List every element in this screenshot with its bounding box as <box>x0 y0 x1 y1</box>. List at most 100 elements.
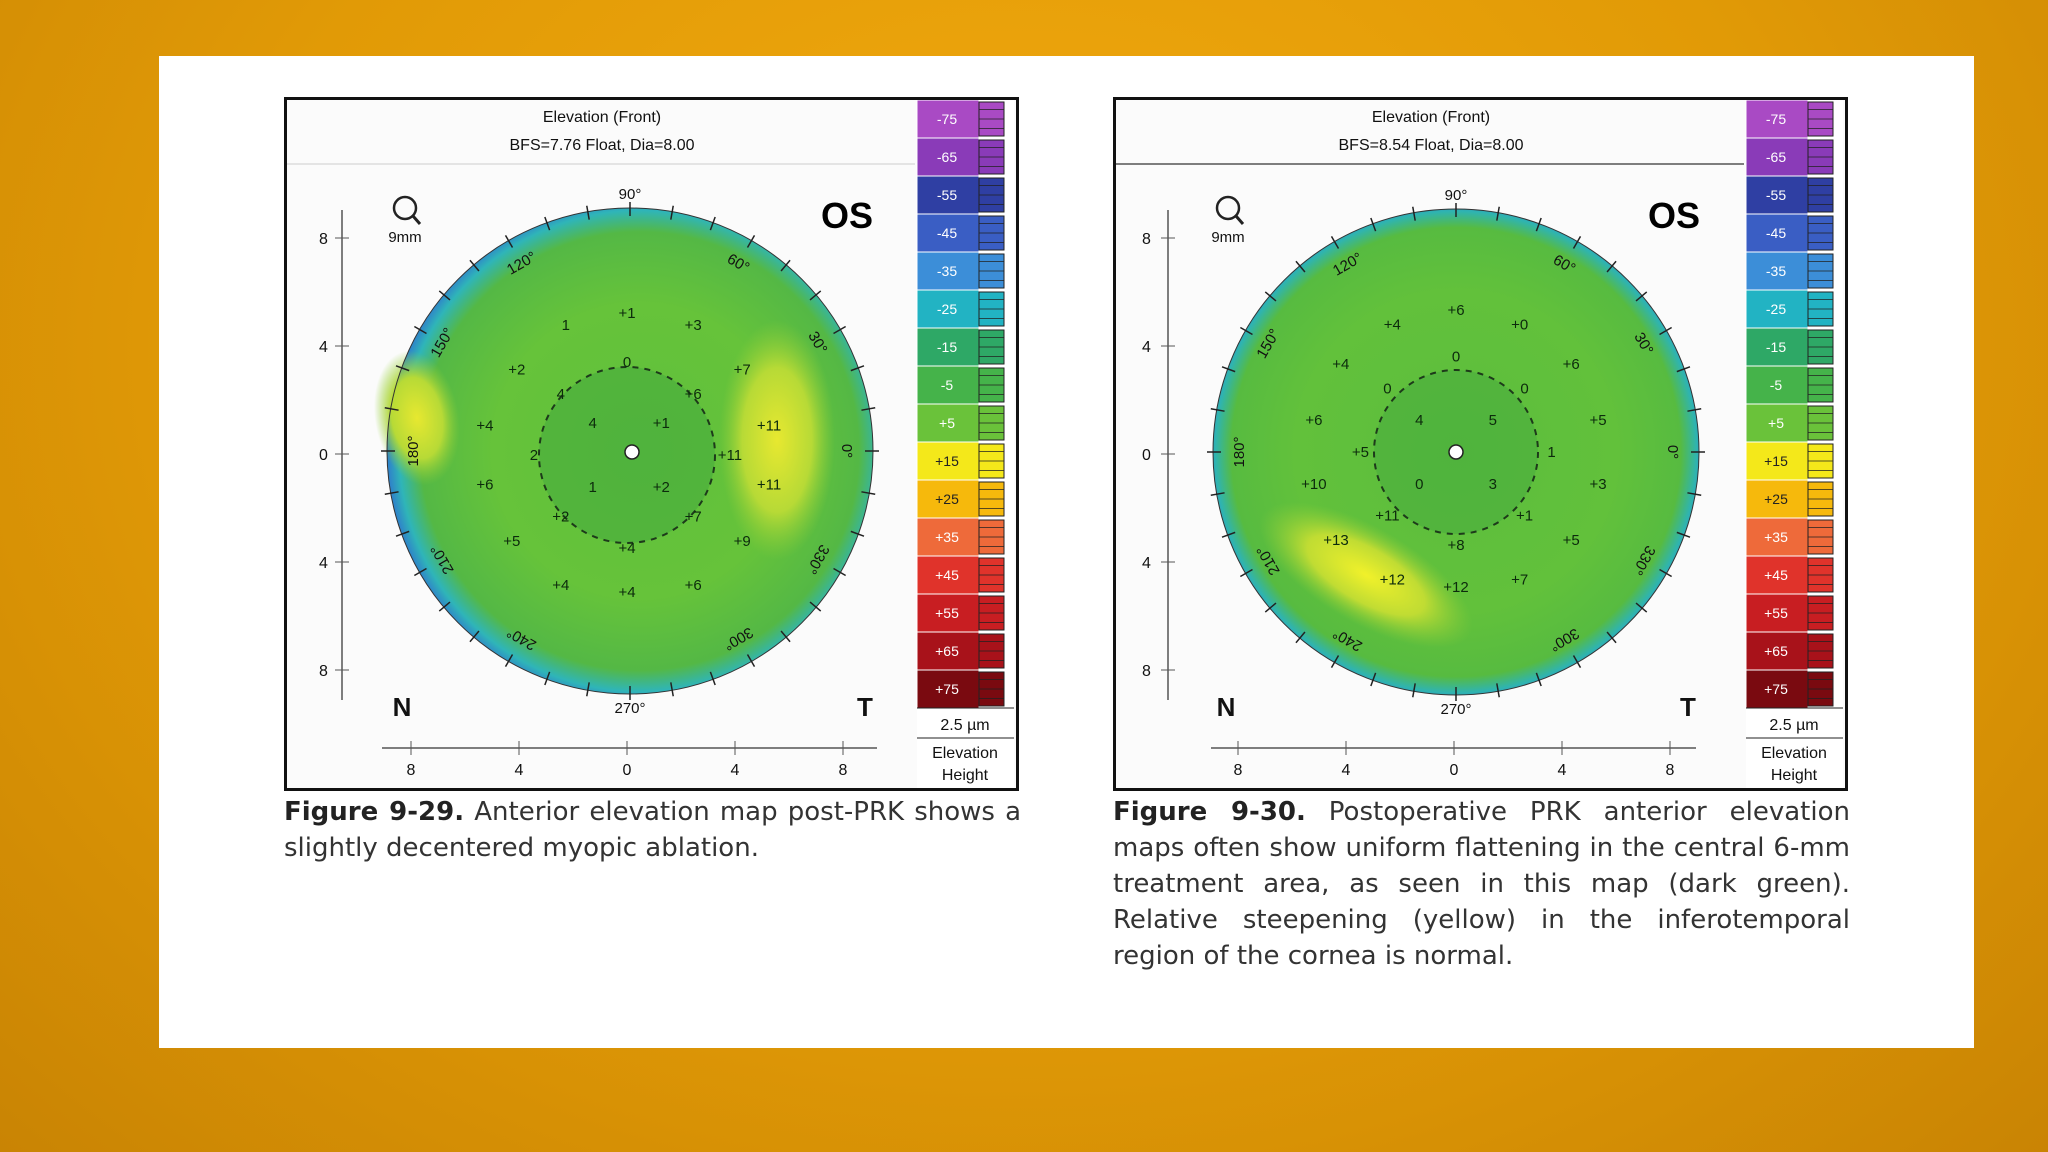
elevation-value: +9 <box>734 533 751 550</box>
angle-label: 270° <box>1440 701 1471 718</box>
elevation-map-figure-9-29: Elevation (Front) BFS=7.76 Float, Dia=8.… <box>284 97 1019 791</box>
rim-tick <box>469 259 480 272</box>
elevation-value: +11 <box>1375 508 1399 525</box>
rim-tick <box>1606 631 1617 644</box>
scale-value: +25 <box>1764 491 1788 507</box>
scale-swatch <box>1745 327 1809 367</box>
rim-tick <box>1221 531 1236 538</box>
elevation-value: 0 <box>1520 380 1528 397</box>
magnifier-icon[interactable]: 9mm <box>388 195 422 246</box>
angle-label: 90° <box>619 186 642 203</box>
elevation-map-svg: Elevation (Front) BFS=7.76 Float, Dia=8.… <box>287 100 1014 788</box>
scale-label: Elevation <box>1761 745 1827 762</box>
scale-swatch <box>1745 593 1809 633</box>
map-title: Elevation (Front) <box>543 109 661 126</box>
rim-tick <box>544 216 551 231</box>
rim-tick <box>861 491 876 495</box>
scale-value: +35 <box>1764 529 1788 545</box>
rim-tick <box>1295 260 1306 273</box>
elevation-value: +2 <box>508 361 525 378</box>
scale-value: -55 <box>1766 187 1786 203</box>
rim-tick <box>1210 492 1225 496</box>
eye-label: OS <box>1648 195 1700 236</box>
ablation-zone-circle <box>1373 369 1539 535</box>
elevation-value: +11 <box>757 418 781 435</box>
scale-value: -35 <box>1766 263 1786 279</box>
angle-label: 270° <box>614 700 645 717</box>
scale-swatch <box>916 441 980 481</box>
rim-tick <box>861 407 876 411</box>
elevation-value: 1 <box>1547 444 1555 461</box>
v-tick-label: 8 <box>319 663 328 680</box>
scale-swatch <box>916 479 980 519</box>
figure-caption: Figure 9-30. Postoperative PRK anterior … <box>1113 794 1850 974</box>
scale-value: -25 <box>937 301 957 317</box>
rim-tick <box>1535 217 1542 232</box>
elevation-value: 1 <box>562 317 570 334</box>
scale-value: +75 <box>1764 681 1788 697</box>
elevation-value: +4 <box>476 418 493 435</box>
rim-tick <box>1239 326 1253 336</box>
rim-tick <box>1687 492 1702 496</box>
elevation-value: +5 <box>1590 412 1607 429</box>
angle-label: 0° <box>838 444 855 458</box>
v-tick-label: 0 <box>1142 447 1151 464</box>
scale-swatch <box>1745 517 1809 557</box>
elevation-value: +11 <box>757 476 781 493</box>
rim-tick <box>670 205 674 220</box>
scale-value: +55 <box>935 605 959 621</box>
rim-tick <box>1264 602 1277 613</box>
elevation-value: +1 <box>653 415 670 432</box>
elevation-value: +2 <box>552 508 569 525</box>
rim-tick <box>586 205 590 220</box>
scale-value: +25 <box>935 491 959 507</box>
scale-value: +45 <box>1764 567 1788 583</box>
elevation-value: +0 <box>1511 317 1528 334</box>
rim-tick <box>1239 568 1253 578</box>
elevation-value: +4 <box>552 577 569 594</box>
elevation-value: +11 <box>718 447 742 464</box>
elevation-map-figure-9-30: Elevation (Front) BFS=8.54 Float, Dia=8.… <box>1113 97 1848 791</box>
rim-tick <box>413 325 427 335</box>
center-marker <box>1448 444 1464 460</box>
elevation-value: 1 <box>589 479 597 496</box>
h-tick-label: 0 <box>1450 762 1459 779</box>
rim-tick <box>1412 206 1416 221</box>
rim-tick <box>670 682 674 697</box>
rim-tick <box>384 491 399 495</box>
elevation-value: +6 <box>1447 302 1464 319</box>
map-title: Elevation (Front) <box>1372 109 1490 126</box>
horizontal-axis: 8 4 0 4 8 <box>1211 741 1696 779</box>
h-tick-label: 0 <box>623 762 632 779</box>
v-tick-label: 4 <box>1142 555 1151 572</box>
scale-value: -5 <box>1770 377 1783 393</box>
magnifier-label: 9mm <box>1211 229 1244 246</box>
scale-value: -25 <box>1766 301 1786 317</box>
magnifier-label: 9mm <box>388 229 421 246</box>
rim-tick <box>850 530 865 537</box>
scale-swatch <box>916 631 980 671</box>
figure-label: Figure 9-30. <box>1113 797 1306 827</box>
v-tick-label: 4 <box>1142 339 1151 356</box>
rim-tick <box>746 654 756 668</box>
scale-swatch <box>1745 175 1809 215</box>
elevation-value: 0 <box>1383 380 1391 397</box>
rim-tick <box>1635 291 1648 302</box>
elevation-value: +3 <box>1590 476 1607 493</box>
h-tick-label: 8 <box>1234 762 1243 779</box>
elevation-value: 5 <box>1489 412 1497 429</box>
elevation-value: +7 <box>734 361 751 378</box>
elevation-value: +8 <box>1447 537 1464 554</box>
rim-tick <box>1687 408 1702 412</box>
rim-tick <box>438 290 451 301</box>
scale-swatch <box>916 251 980 291</box>
scale-value: -5 <box>941 377 954 393</box>
v-tick-label: 4 <box>319 339 328 356</box>
scale-step: 2.5 µm <box>1769 717 1818 734</box>
rim-tick <box>413 567 427 577</box>
angle-label: 180° <box>405 435 422 466</box>
magnifier-icon[interactable]: 9mm <box>1211 195 1245 246</box>
scale-value: +75 <box>935 681 959 697</box>
elevation-value: +10 <box>1301 476 1326 493</box>
elevation-value: +3 <box>685 317 702 334</box>
